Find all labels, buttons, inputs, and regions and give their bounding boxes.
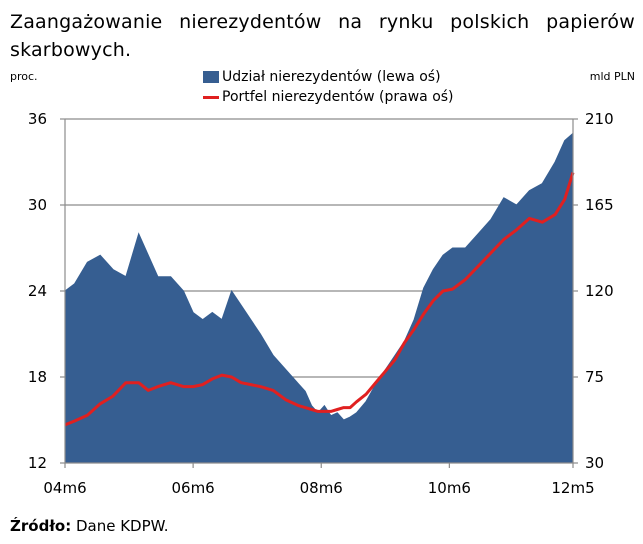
plot-area: 12 18 24 30 36 30 75 120 165 210 04m6 06m6 08m6 10m6 1… (28, 110, 614, 497)
right-axis-unit: mld PLN (589, 70, 635, 83)
source-label: Źródło: (10, 517, 72, 535)
left-tick-label: 36 (28, 110, 47, 128)
legend-label-area: Udział nierezydentów (lewa oś) (222, 69, 441, 85)
legend-swatch-area (203, 71, 219, 83)
x-tick-label: 04m6 (43, 479, 86, 497)
legend-item-line: Portfel nierezydentów (prawa oś) (203, 87, 454, 107)
chart-title: Zaangażowanie nierezydentów na rynku pol… (10, 11, 635, 61)
source-text: Dane KDPW. (75, 517, 169, 535)
source-note: Źródło: Dane KDPW. (10, 517, 169, 535)
left-tick-label: 12 (28, 454, 47, 472)
legend-item-area: Udział nierezydentów (lewa oś) (203, 67, 454, 87)
left-tick-label: 24 (28, 282, 47, 300)
x-tick-label: 08m6 (300, 479, 343, 497)
right-tick-label: 30 (585, 454, 604, 472)
left-tick-label: 30 (28, 196, 47, 214)
left-tick-label: 18 (28, 368, 47, 386)
left-axis-unit: proc. (10, 70, 38, 83)
legend-swatch-line (203, 95, 219, 99)
right-tick-label: 210 (585, 110, 614, 128)
legend: Udział nierezydentów (lewa oś) Portfel n… (203, 67, 454, 107)
x-tick-label: 10m6 (428, 479, 471, 497)
x-tick-label: 12m5 (551, 479, 594, 497)
series-line-portfel (64, 172, 575, 427)
right-tick-label: 165 (585, 196, 614, 214)
series-area-udzial (64, 132, 574, 464)
right-tick-label: 75 (585, 368, 604, 386)
legend-label-line: Portfel nierezydentów (prawa oś) (222, 89, 454, 105)
x-tick-label: 06m6 (171, 479, 214, 497)
right-tick-label: 120 (585, 282, 614, 300)
